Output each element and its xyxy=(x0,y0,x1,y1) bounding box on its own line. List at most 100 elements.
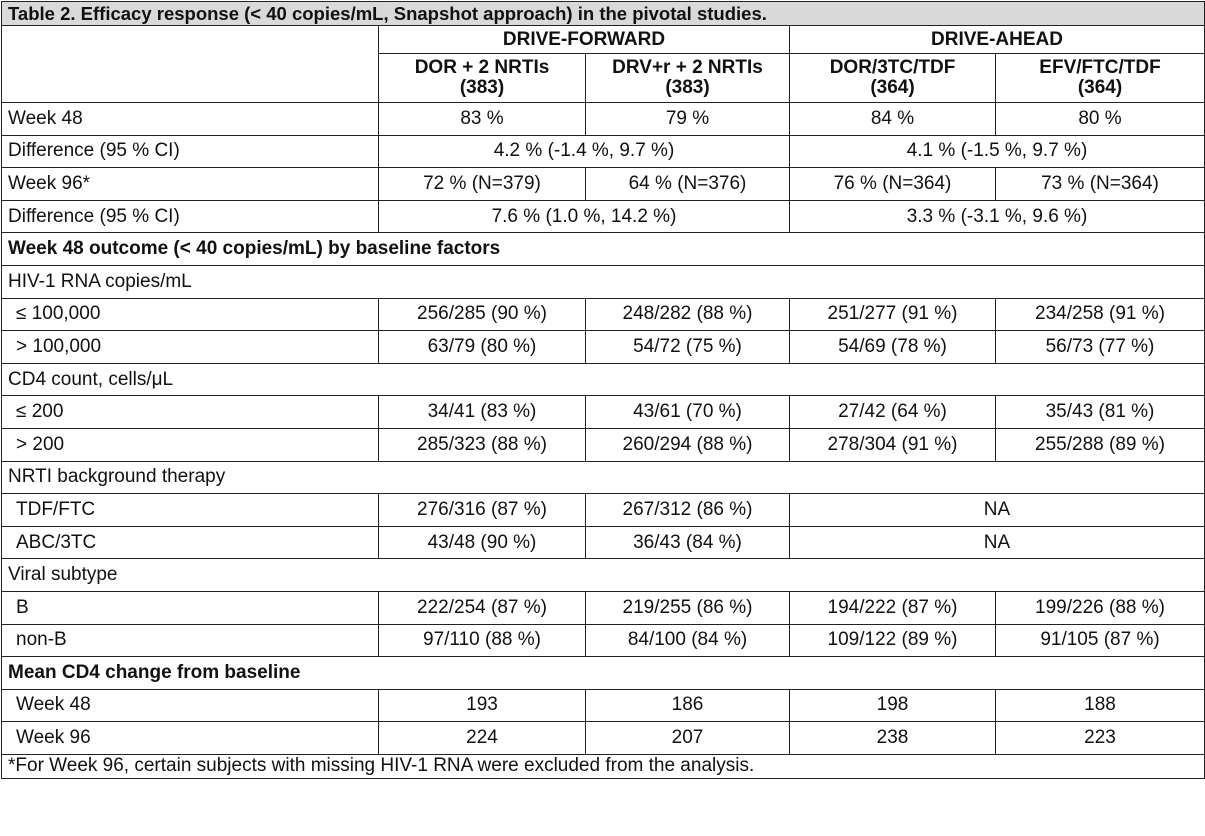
table-cell: 76 % (N=364) xyxy=(789,167,996,201)
merged-cell: NA xyxy=(789,493,1205,527)
study-header-drive-ahead: DRIVE-AHEAD xyxy=(789,25,1205,54)
study-header-drive-forward: DRIVE-FORWARD xyxy=(378,25,790,54)
table-cell: 43/61 (70 %) xyxy=(585,395,790,429)
table-cell: 278/304 (91 %) xyxy=(789,427,996,462)
row-label: Week 96 xyxy=(1,721,379,755)
table-cell: 54/69 (78 %) xyxy=(789,330,996,364)
table-title: Table 2. Efficacy response (< 40 copies/… xyxy=(1,1,1205,26)
table-cell: 223 xyxy=(995,721,1205,755)
arm-header: EFV/FTC/TDF (364) xyxy=(995,53,1205,103)
table-cell: 251/277 (91 %) xyxy=(789,297,996,332)
table-cell: 267/312 (86 %) xyxy=(585,493,790,527)
group-header: CD4 count, cells/μL xyxy=(1,362,1205,397)
table-row: Difference (95 % CI) 4.2 % (-1.4 %, 9.7 %… xyxy=(1,134,1205,169)
arm-n: (383) xyxy=(665,77,710,98)
empty-header-cell xyxy=(1,25,379,103)
table-cell: 193 xyxy=(378,688,586,723)
row-label: Week 48 xyxy=(1,688,379,723)
row-label: TDF/FTC xyxy=(1,493,379,527)
group-header: Viral subtype xyxy=(1,558,1205,592)
group-header: HIV-1 RNA copies/mL xyxy=(1,264,1205,299)
table-cell: 248/282 (88 %) xyxy=(585,297,790,332)
table-cell: 186 xyxy=(585,688,790,723)
merged-cell: 7.6 % (1.0 %, 14.2 %) xyxy=(378,199,790,234)
section-header: Mean CD4 change from baseline xyxy=(1,656,1205,690)
table-row: NRTI background therapy xyxy=(1,460,1205,495)
table-cell: 54/72 (75 %) xyxy=(585,330,790,364)
arm-header: DRV+r + 2 NRTIs (383) xyxy=(585,53,790,103)
table-row: > 200 285/323 (88 %) 260/294 (88 %) 278/304… xyxy=(1,427,1205,462)
table-cell: 238 xyxy=(789,721,996,755)
footnote: *For Week 96, certain subjects with miss… xyxy=(1,753,1205,779)
table-cell: 194/222 (87 %) xyxy=(789,590,996,625)
table-cell: 222/254 (87 %) xyxy=(378,590,586,625)
table-cell: 91/105 (87 %) xyxy=(995,623,1205,658)
row-label: B xyxy=(1,590,379,625)
table-cell: 198 xyxy=(789,688,996,723)
arm-name: DOR + 2 NRTIs xyxy=(414,57,550,78)
table-cell: 64 % (N=376) xyxy=(585,167,790,201)
merged-cell: 4.2 % (-1.4 %, 9.7 %) xyxy=(378,134,790,169)
table-row: B 222/254 (87 %) 219/255 (86 %) 194/222 (87… xyxy=(1,590,1205,625)
arm-n: (364) xyxy=(870,77,915,98)
table-row: Mean CD4 change from baseline xyxy=(1,656,1205,690)
table-cell: 260/294 (88 %) xyxy=(585,427,790,462)
section-header: Week 48 outcome (< 40 copies/mL) by base… xyxy=(1,232,1205,266)
table-cell: 79 % xyxy=(585,102,790,136)
table-cell: 199/226 (88 %) xyxy=(995,590,1205,625)
row-label: Week 48 xyxy=(1,102,379,136)
table-row: TDF/FTC 276/316 (87 %) 267/312 (86 %) NA xyxy=(1,493,1205,527)
table-cell: 35/43 (81 %) xyxy=(995,395,1205,429)
table-row: Viral subtype xyxy=(1,558,1205,592)
table-cell: 27/42 (64 %) xyxy=(789,395,996,429)
table-cell: 207 xyxy=(585,721,790,755)
table-row: Week 48 193 186 198 188 xyxy=(1,688,1205,723)
efficacy-table: Table 2. Efficacy response (< 40 copies/… xyxy=(1,1,1205,779)
table-row: > 100,000 63/79 (80 %) 54/72 (75 %) 54/69 (… xyxy=(1,330,1205,364)
row-label: Week 96* xyxy=(1,167,379,201)
table-row: Week 96 224 207 238 223 xyxy=(1,721,1205,755)
table-cell: 224 xyxy=(378,721,586,755)
arm-n: (364) xyxy=(1077,77,1123,98)
table-row: ≤ 200 34/41 (83 %) 43/61 (70 %) 27/42 (64 %… xyxy=(1,395,1205,429)
group-header: NRTI background therapy xyxy=(1,460,1205,495)
table-cell: 276/316 (87 %) xyxy=(378,493,586,527)
row-label: ABC/3TC xyxy=(1,525,379,560)
table-row: Week 96* 72 % (N=379) 64 % (N=376) 76 % (N=… xyxy=(1,167,1205,201)
table-cell: 73 % (N=364) xyxy=(995,167,1205,201)
row-label: ≤ 200 xyxy=(1,395,379,429)
arm-n: (383) xyxy=(459,77,505,98)
table-cell: 255/288 (89 %) xyxy=(995,427,1205,462)
table-cell: 109/122 (89 %) xyxy=(789,623,996,658)
table-cell: 72 % (N=379) xyxy=(378,167,586,201)
table-cell: 256/285 (90 %) xyxy=(378,297,586,332)
arm-header: DOR/3TC/TDF (364) xyxy=(789,53,996,103)
table-cell: 56/73 (77 %) xyxy=(995,330,1205,364)
merged-cell: 3.3 % (-3.1 %, 9.6 %) xyxy=(789,199,1205,234)
arm-name: DRV+r + 2 NRTIs xyxy=(612,57,763,78)
table-row: HIV-1 RNA copies/mL xyxy=(1,264,1205,299)
table-cell: 219/255 (86 %) xyxy=(585,590,790,625)
merged-cell: NA xyxy=(789,525,1205,560)
row-label: ≤ 100,000 xyxy=(1,297,379,332)
table-row: Difference (95 % CI) 7.6 % (1.0 %, 14.2 %… xyxy=(1,199,1205,234)
table-cell: 234/258 (91 %) xyxy=(995,297,1205,332)
table-cell: 36/43 (84 %) xyxy=(585,525,790,560)
table-cell: 83 % xyxy=(378,102,586,136)
table-cell: 80 % xyxy=(995,102,1205,136)
table-row: Week 48 outcome (< 40 copies/mL) by base… xyxy=(1,232,1205,266)
table-row: ≤ 100,000 256/285 (90 %) 248/282 (88 %) 251… xyxy=(1,297,1205,332)
table-row: CD4 count, cells/μL xyxy=(1,362,1205,397)
table-cell: 34/41 (83 %) xyxy=(378,395,586,429)
merged-cell: 4.1 % (-1.5 %, 9.7 %) xyxy=(789,134,1205,169)
row-label: Difference (95 % CI) xyxy=(1,199,379,234)
row-label: Difference (95 % CI) xyxy=(1,134,379,169)
row-label: non-B xyxy=(1,623,379,658)
table-cell: 84/100 (84 %) xyxy=(585,623,790,658)
row-label: > 200 xyxy=(1,427,379,462)
arm-name: DOR/3TC/TDF xyxy=(829,57,956,78)
table-row: non-B 97/110 (88 %) 84/100 (84 %) 109/122 (… xyxy=(1,623,1205,658)
table-row: Week 48 83 % 79 % 84 % 80 % xyxy=(1,102,1205,136)
arm-header: DOR + 2 NRTIs (383) xyxy=(378,53,586,103)
table-cell: 43/48 (90 %) xyxy=(378,525,586,560)
